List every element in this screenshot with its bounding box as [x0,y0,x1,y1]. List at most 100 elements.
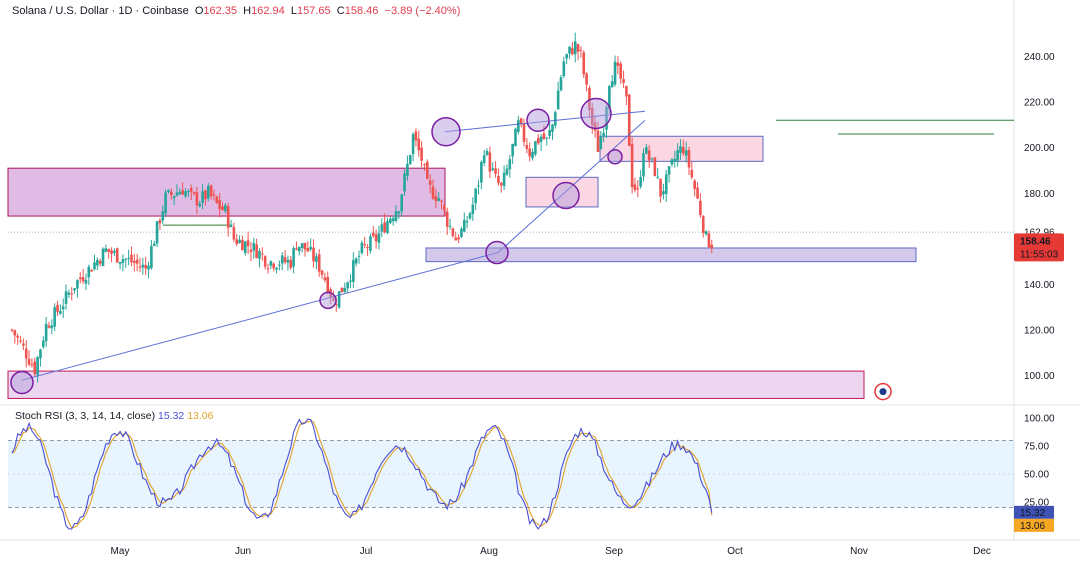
candle-body [536,138,540,144]
candle-body [366,246,369,248]
candle-body [482,155,486,164]
candle-body [428,180,432,185]
candle-body [161,211,165,221]
candle-body [531,151,534,159]
candle-body [22,343,25,346]
candle-body [679,146,682,153]
candle-body [141,264,145,268]
candle-body [676,150,679,161]
candle-body [616,62,620,66]
candle-body [525,145,529,149]
candle-body [377,233,381,243]
candle-body [73,288,76,291]
candle-body [369,236,372,251]
candle-body [596,130,600,152]
candle-body [406,163,409,176]
candle-body [386,221,389,233]
stoch-k-value: 15.32 [158,410,185,422]
stoch-tick-label: 25.00 [1024,498,1049,509]
candle-body [440,200,443,202]
candle-body [232,227,236,240]
candle-body [64,291,68,304]
candle-body [408,155,412,164]
candle-body [670,159,674,165]
y-tick-label: 220.00 [1024,98,1055,109]
candle-body [340,287,344,293]
candle-body [522,123,526,142]
candle-body [437,198,440,201]
x-tick-label: Jul [360,546,373,557]
candle-body [226,206,230,228]
candle-body [687,150,691,168]
candle-body [664,174,668,194]
candle-body [374,234,378,242]
stoch-k-line [11,418,713,530]
candle-body [494,168,497,174]
candle-body [710,244,714,249]
candle-body [411,134,415,155]
candle-body [198,203,202,207]
candle-body [434,196,438,202]
candle-body [235,239,239,245]
last-price-tag: 158.46 [1020,236,1051,247]
candle-body [221,206,224,211]
candle-body [303,242,307,250]
flag-badge-dot [879,388,887,396]
candle-body [582,52,586,75]
candle-body [562,61,566,77]
annotations-layer [10,97,892,401]
candle-body [488,152,492,172]
candle-body [241,239,244,251]
candle-body [485,151,489,155]
open-value: 162.35 [203,5,238,17]
candle-body [460,228,463,237]
candle-body [337,291,341,308]
x-tick-label: Nov [850,546,868,557]
candle-body [480,161,483,183]
y-tick-label: 162.96 [1024,228,1055,239]
candle-body [383,222,386,233]
y-tick-label: 240.00 [1024,52,1055,63]
pivot-circle [431,116,461,147]
candle-body [238,239,241,244]
candle-body [391,218,395,222]
candle-body [195,192,199,206]
candle-body [465,221,469,223]
candle-body [147,265,150,270]
candle-body [266,268,270,270]
pivot-circle [552,181,580,210]
candle-body [187,191,190,193]
candle-body [471,204,475,214]
candle-body [39,349,42,359]
candle-body [457,237,460,240]
candle-body [258,251,261,259]
stoch-tick-label: 75.00 [1024,442,1049,453]
candle-body [585,73,588,85]
candle-body [394,211,398,221]
candle-body [400,194,404,212]
candle-body [349,280,352,282]
candle-body [118,262,122,264]
candle-body [633,184,637,190]
candle-body [528,148,532,157]
candle-body [24,348,28,359]
support-zone-current [425,247,917,263]
candle-body [371,232,375,236]
candle-body [414,131,418,141]
candle-body [497,176,500,184]
candle-body [696,187,699,199]
candle-body [514,128,517,147]
candle-body [178,191,182,195]
candle-body [462,219,466,232]
candle-body [130,254,133,263]
candle-body [286,259,290,263]
candle-body [204,190,207,200]
candle-body [50,325,54,329]
candle-body [423,164,426,166]
open-label: O [194,5,204,17]
candle-body [107,248,111,252]
candle-body [610,81,614,88]
rising-trendline [21,252,499,381]
x-tick-label: Dec [973,546,991,557]
